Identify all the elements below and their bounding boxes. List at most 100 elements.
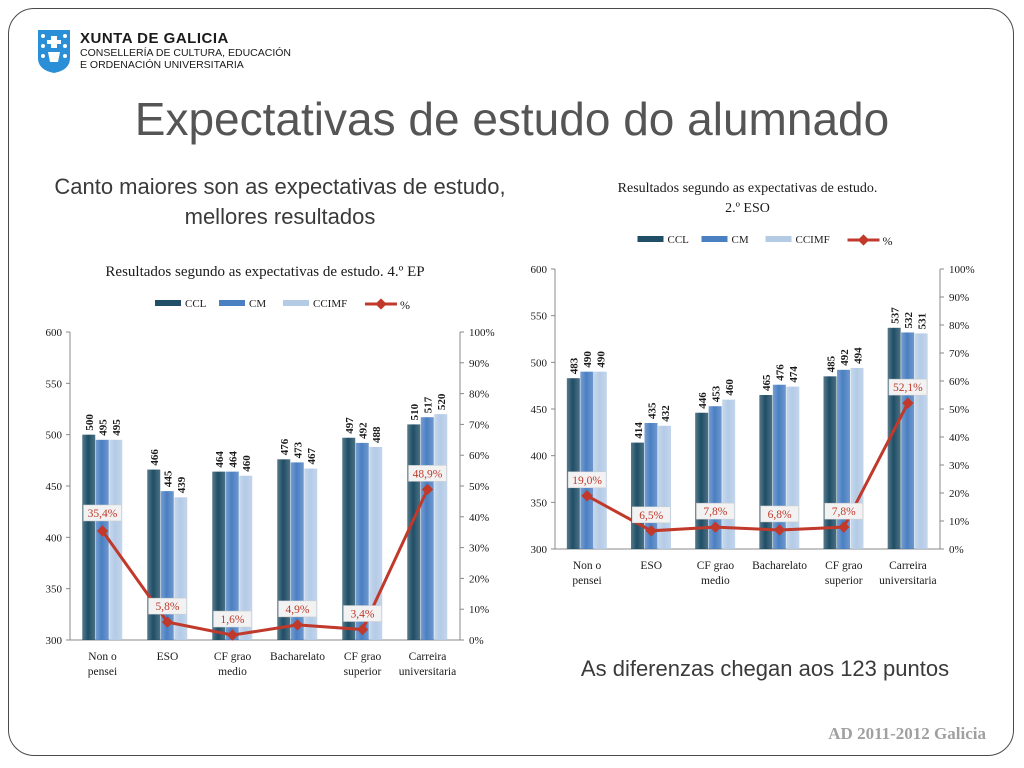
percent-label-box (632, 506, 671, 524)
category-label: superior (344, 666, 382, 678)
footer-text: AD 2011-2012 Galicia (828, 724, 986, 743)
bar-cm (290, 462, 304, 640)
percent-label: 6,8% (768, 509, 792, 521)
bar-label: 439 (176, 476, 188, 493)
category-label: superior (825, 575, 863, 587)
bar-ccimf (593, 371, 607, 549)
bar-label: 510 (409, 403, 421, 420)
percent-point (902, 397, 914, 409)
y-tick-label: 400 (531, 451, 548, 463)
bar-label: 490 (596, 351, 608, 368)
bar-cm (580, 371, 594, 549)
legend-swatch-ccimf (283, 300, 309, 306)
legend-marker-percent (857, 234, 870, 246)
bar-ccimf (914, 333, 928, 549)
percent-point (226, 629, 239, 641)
y-tick-label: 400 (46, 532, 63, 544)
y2-tick-label: 100% (949, 264, 975, 276)
bar-label: 464 (228, 451, 240, 468)
bar-label: 488 (371, 426, 383, 443)
bar-cm (225, 471, 239, 640)
bar-label: 466 (149, 449, 161, 466)
category-label: ESO (640, 560, 662, 572)
category-label: CF grao (344, 651, 382, 663)
bar-label: 485 (825, 355, 837, 372)
y2-tick-label: 80% (949, 320, 969, 332)
org-dept-line1: CONSELLERÍA DE CULTURA, EDUCACIÓN (80, 47, 292, 59)
bar-label: 474 (788, 366, 800, 383)
y2-tick-label: 20% (469, 573, 489, 585)
percent-label: 52,1% (893, 382, 923, 394)
percent-label-box (278, 600, 317, 618)
bar-cm (772, 384, 786, 549)
y-tick-label: 350 (46, 584, 63, 596)
category-label: universitaria (399, 666, 456, 678)
percent-label-box (760, 505, 799, 523)
category-label: pensei (88, 666, 117, 678)
legend-label-ccl: CCL (668, 234, 690, 246)
category-label: pensei (572, 575, 601, 587)
bar-ccl (759, 395, 773, 549)
y2-tick-label: 70% (949, 348, 969, 360)
percent-point (356, 623, 369, 636)
bar-label: 435 (646, 402, 658, 419)
y-tick-label: 300 (46, 635, 63, 647)
category-label: ESO (157, 651, 179, 663)
legend-swatch-ccl (637, 236, 664, 242)
y2-tick-label: 50% (469, 481, 489, 493)
bar-ccimf (850, 367, 864, 549)
percent-point (291, 619, 304, 631)
bar-label: 497 (344, 417, 356, 434)
bar-label: 495 (111, 419, 123, 436)
bar-label: 492 (839, 349, 851, 366)
percent-point (645, 525, 657, 537)
category-label: CF grao (825, 560, 863, 572)
bar-ccl (212, 471, 226, 640)
y-tick-label: 500 (46, 430, 63, 442)
legend-swatch-ccimf (765, 236, 792, 242)
category-label: medio (701, 575, 730, 587)
bar-ccl (342, 437, 356, 640)
category-label: CF grao (697, 560, 735, 572)
y2-tick-label: 10% (949, 516, 969, 528)
y-tick-label: 600 (46, 327, 63, 339)
bar-label: 432 (660, 405, 672, 422)
bar-label: 460 (241, 455, 253, 472)
bar-label: 500 (84, 414, 96, 431)
bar-label: 517 (423, 396, 435, 413)
subtitle-right: As diferenzas chegan aos 123 puntos (580, 656, 950, 681)
percent-point (838, 521, 850, 533)
percent-label: 35,4% (88, 508, 118, 520)
galicia-coat-of-arms-icon (38, 30, 70, 73)
org-header: XUNTA DE GALICIA CONSELLERÍA DE CULTURA,… (80, 30, 291, 71)
y2-tick-label: 30% (469, 543, 489, 555)
bar-label: 492 (358, 422, 370, 439)
percent-label: 48,9% (413, 468, 443, 480)
y-tick-label: 550 (46, 378, 63, 390)
bar-ccimf (239, 475, 253, 640)
y2-tick-label: 20% (949, 488, 969, 500)
y2-tick-label: 90% (949, 292, 969, 304)
y2-tick-label: 90% (469, 358, 489, 370)
bar-label: 532 (903, 311, 915, 328)
bar-ccimf (786, 386, 800, 549)
bar-label: 464 (214, 451, 226, 468)
y2-tick-label: 10% (469, 604, 489, 616)
y2-tick-label: 30% (949, 460, 969, 472)
percent-label-box (567, 471, 607, 489)
percent-point (161, 616, 174, 628)
y2-tick-label: 60% (949, 376, 969, 388)
bar-label: 494 (852, 347, 864, 364)
bar-ccimf (109, 439, 123, 640)
percent-label: 7,8% (703, 506, 727, 518)
bar-label: 473 (293, 441, 305, 458)
y-tick-label: 450 (531, 404, 548, 416)
bar-cm (355, 442, 369, 640)
bar-label: 453 (710, 385, 722, 402)
percent-label: 19,0% (572, 475, 602, 487)
y-tick-label: 300 (531, 544, 548, 556)
legend-label-ccimf: CCIMF (313, 298, 347, 310)
chart-title: Resultados segundo as expectativas de es… (105, 264, 424, 280)
category-label: CF grao (214, 651, 252, 663)
